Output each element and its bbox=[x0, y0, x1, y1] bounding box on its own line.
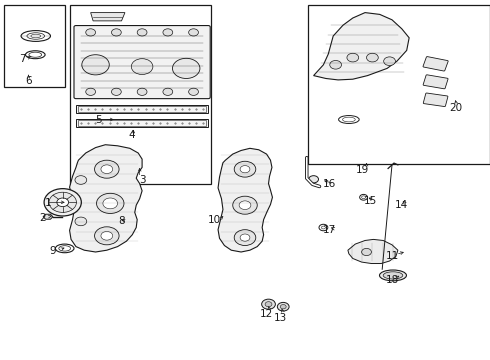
Circle shape bbox=[75, 217, 87, 226]
Bar bbox=[4, 5, 65, 87]
Ellipse shape bbox=[31, 34, 41, 38]
Circle shape bbox=[347, 53, 359, 62]
Text: 4: 4 bbox=[128, 130, 135, 140]
Bar bbox=[308, 5, 490, 164]
Circle shape bbox=[103, 198, 118, 209]
Circle shape bbox=[137, 29, 147, 36]
Circle shape bbox=[384, 57, 395, 66]
Circle shape bbox=[172, 58, 200, 78]
Circle shape bbox=[82, 55, 109, 75]
Text: 3: 3 bbox=[139, 175, 146, 185]
Polygon shape bbox=[70, 145, 142, 252]
Circle shape bbox=[86, 88, 96, 95]
Circle shape bbox=[330, 60, 342, 69]
Ellipse shape bbox=[55, 244, 74, 253]
Circle shape bbox=[101, 165, 113, 174]
Circle shape bbox=[57, 198, 69, 207]
Circle shape bbox=[95, 227, 119, 245]
Text: 9: 9 bbox=[49, 246, 56, 256]
Circle shape bbox=[362, 196, 366, 199]
Polygon shape bbox=[43, 214, 53, 219]
Text: 20: 20 bbox=[449, 103, 462, 113]
Circle shape bbox=[49, 192, 76, 212]
Circle shape bbox=[234, 230, 256, 246]
Circle shape bbox=[362, 248, 371, 256]
FancyBboxPatch shape bbox=[423, 93, 448, 107]
Text: 15: 15 bbox=[364, 196, 377, 206]
Circle shape bbox=[262, 299, 275, 309]
Bar bbox=[76, 119, 208, 127]
Text: 6: 6 bbox=[25, 76, 32, 86]
Ellipse shape bbox=[59, 246, 71, 251]
Circle shape bbox=[234, 161, 256, 177]
Text: 1: 1 bbox=[45, 198, 51, 208]
Circle shape bbox=[163, 88, 173, 95]
Circle shape bbox=[240, 166, 250, 173]
Circle shape bbox=[189, 29, 198, 36]
Text: 18: 18 bbox=[385, 275, 399, 285]
Circle shape bbox=[319, 224, 328, 231]
Circle shape bbox=[97, 193, 124, 213]
Circle shape bbox=[163, 29, 173, 36]
Text: 8: 8 bbox=[118, 216, 125, 226]
Text: 13: 13 bbox=[274, 312, 288, 323]
Ellipse shape bbox=[27, 33, 45, 39]
Circle shape bbox=[101, 231, 113, 240]
Polygon shape bbox=[348, 239, 398, 264]
Circle shape bbox=[111, 29, 122, 36]
Text: 11: 11 bbox=[385, 251, 399, 261]
Circle shape bbox=[321, 226, 325, 229]
Ellipse shape bbox=[379, 270, 407, 281]
Bar bbox=[76, 105, 208, 113]
Text: 14: 14 bbox=[395, 200, 409, 210]
Circle shape bbox=[95, 160, 119, 178]
Text: 16: 16 bbox=[322, 179, 336, 189]
Text: 10: 10 bbox=[208, 215, 221, 225]
Bar bbox=[78, 106, 206, 112]
Ellipse shape bbox=[21, 31, 50, 41]
Polygon shape bbox=[314, 13, 409, 80]
FancyBboxPatch shape bbox=[74, 26, 210, 99]
Circle shape bbox=[137, 88, 147, 95]
Ellipse shape bbox=[25, 51, 45, 59]
Bar bbox=[70, 5, 211, 184]
Text: 12: 12 bbox=[259, 309, 273, 319]
Circle shape bbox=[131, 59, 153, 75]
Circle shape bbox=[75, 176, 87, 184]
Circle shape bbox=[280, 305, 286, 309]
Ellipse shape bbox=[339, 116, 359, 123]
Text: 2: 2 bbox=[39, 213, 46, 223]
FancyBboxPatch shape bbox=[423, 57, 448, 71]
Ellipse shape bbox=[29, 52, 42, 57]
Text: 17: 17 bbox=[322, 225, 336, 235]
Text: 19: 19 bbox=[356, 165, 369, 175]
Circle shape bbox=[44, 189, 81, 216]
Polygon shape bbox=[218, 148, 272, 252]
Circle shape bbox=[86, 29, 96, 36]
Circle shape bbox=[240, 234, 250, 241]
Circle shape bbox=[265, 302, 272, 307]
Circle shape bbox=[239, 201, 251, 210]
Text: 5: 5 bbox=[95, 114, 101, 125]
Circle shape bbox=[277, 302, 289, 311]
Circle shape bbox=[360, 194, 368, 200]
Circle shape bbox=[189, 88, 198, 95]
Ellipse shape bbox=[343, 117, 355, 122]
Ellipse shape bbox=[383, 272, 403, 279]
Circle shape bbox=[111, 88, 122, 95]
Circle shape bbox=[233, 196, 257, 214]
Circle shape bbox=[367, 53, 378, 62]
Polygon shape bbox=[91, 13, 125, 21]
Circle shape bbox=[309, 176, 318, 183]
FancyBboxPatch shape bbox=[423, 75, 448, 89]
Text: 7: 7 bbox=[19, 54, 26, 64]
Bar bbox=[78, 120, 206, 126]
